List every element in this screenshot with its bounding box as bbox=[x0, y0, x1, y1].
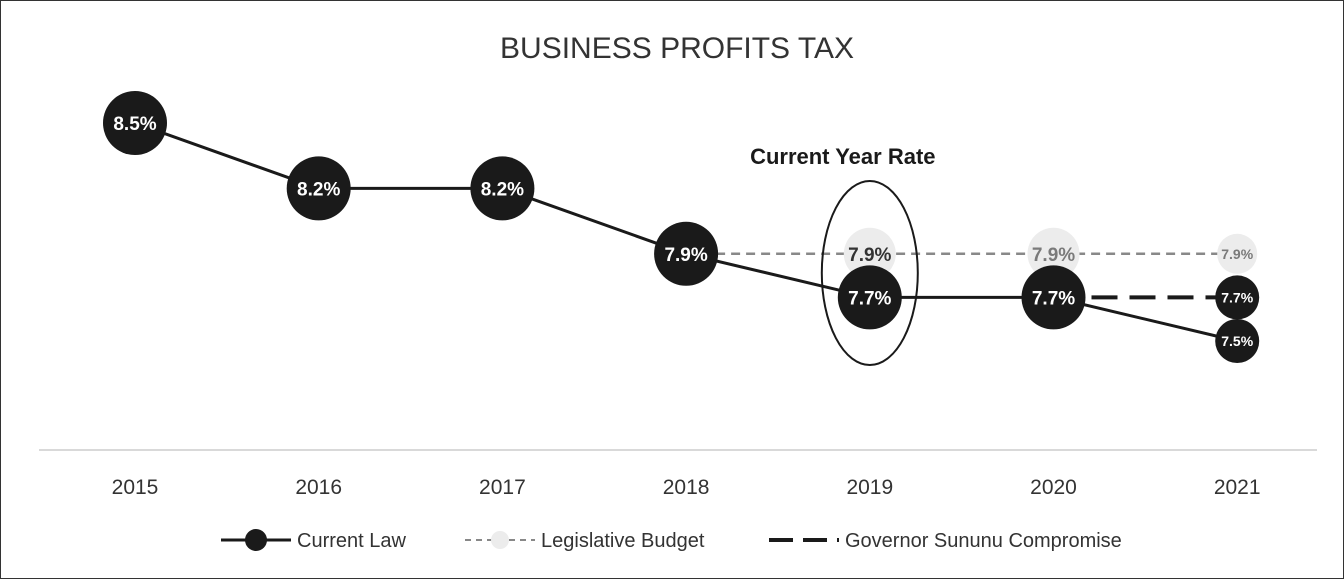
current-law-data-label: 7.9% bbox=[664, 245, 707, 266]
current-law-data-label: 8.2% bbox=[481, 179, 524, 200]
x-tick-label: 2021 bbox=[1214, 476, 1261, 499]
legislative-budget-point bbox=[843, 227, 896, 280]
current-law-data-label: 8.5% bbox=[113, 114, 156, 135]
x-tick-label: 2020 bbox=[1030, 476, 1077, 499]
governor-compromise-point bbox=[1215, 275, 1260, 320]
chart-title: BUSINESS PROFITS TAX bbox=[500, 32, 854, 65]
current-law-data-label: 7.7% bbox=[1032, 288, 1075, 309]
legislative-budget-data-label: 7.9% bbox=[1032, 245, 1075, 266]
current-law-point bbox=[286, 156, 351, 221]
plot-area: 2015 2016 2017 2018 2019 2020 2021 8.5% 8.2% 8.2%… bbox=[39, 91, 1317, 552]
current-law-point bbox=[1021, 265, 1086, 330]
legend-marker-legislative-budget bbox=[491, 531, 509, 549]
x-tick-label: 2016 bbox=[295, 476, 342, 499]
annotation-label: Current Year Rate bbox=[750, 144, 935, 169]
current-law-data-label: 7.7% bbox=[848, 288, 891, 309]
legend-marker-current-law bbox=[245, 529, 267, 551]
x-tick-label: 2019 bbox=[846, 476, 893, 499]
current-law-point bbox=[470, 156, 535, 221]
current-law-point bbox=[103, 91, 167, 155]
x-tick-label: 2017 bbox=[479, 476, 526, 499]
x-tick-label: 2015 bbox=[112, 476, 159, 499]
x-tick-label: 2018 bbox=[663, 476, 710, 499]
legend: Current Law Legislative Budget Governor Su… bbox=[221, 529, 1122, 552]
legislative-budget-point bbox=[1217, 233, 1258, 274]
legislative-budget-data-label: 7.9% bbox=[1221, 246, 1253, 262]
legend-label-legislative-budget: Legislative Budget bbox=[541, 530, 705, 552]
legend-label-governor-compromise: Governor Sununu Compromise bbox=[845, 530, 1122, 552]
governor-compromise-data-label: 7.7% bbox=[1221, 289, 1253, 305]
current-law-point bbox=[654, 221, 719, 286]
current-law-data-label: 8.2% bbox=[297, 179, 340, 200]
current-law-point bbox=[837, 265, 902, 330]
legislative-budget-data-label: 7.9% bbox=[848, 245, 891, 266]
current-law-point bbox=[1215, 319, 1260, 363]
current-law-data-label: 7.5% bbox=[1221, 333, 1253, 349]
legend-label-current-law: Current Law bbox=[297, 530, 406, 552]
legislative-budget-point bbox=[1027, 227, 1080, 280]
current-year-highlight-ellipse bbox=[820, 180, 919, 366]
